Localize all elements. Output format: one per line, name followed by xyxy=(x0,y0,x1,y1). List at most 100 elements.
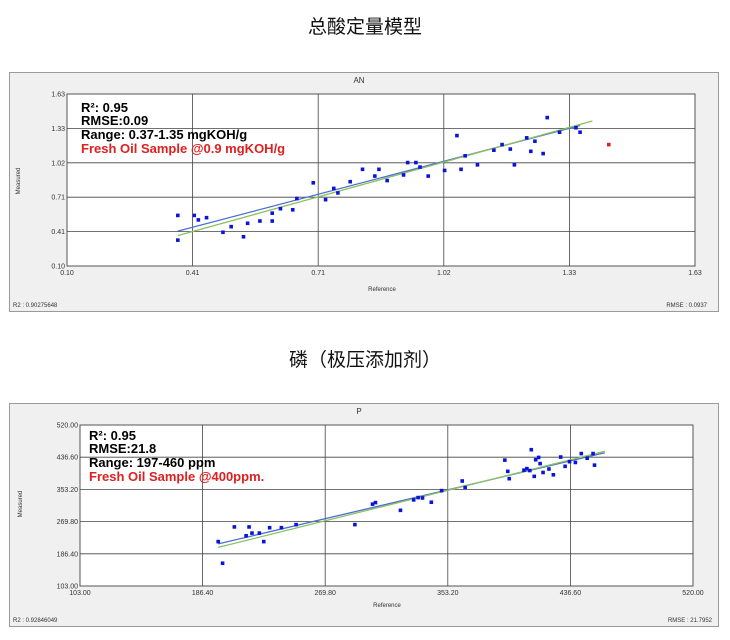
x-tick-label: 0.10 xyxy=(60,270,74,277)
tick-labels: 0.10 0.41 0.71 1.02 1.33 1.63 0.10 0.41 0.71 1.02… xyxy=(51,92,702,278)
stats-fresh-oil: Fresh Oil Sample @0.9 mgKOH/g xyxy=(81,141,285,156)
r2-corner-label: R2 : 0.92846049 xyxy=(13,618,58,624)
data-point xyxy=(551,473,556,477)
data-point xyxy=(385,178,389,183)
data-point xyxy=(500,142,504,147)
x-tick-label: 520.00 xyxy=(682,590,704,597)
data-point xyxy=(591,451,595,456)
data-point xyxy=(574,125,578,130)
data-point xyxy=(229,224,233,229)
data-point xyxy=(331,186,336,191)
data-point xyxy=(370,502,375,506)
x-tick-label: 1.33 xyxy=(563,270,577,277)
data-points xyxy=(176,115,611,242)
data-point xyxy=(267,525,272,530)
data-point xyxy=(176,213,180,218)
chart-title: P xyxy=(356,407,361,416)
data-point xyxy=(463,485,467,490)
chart-panel-p: 103.00 186.40 269.80 353.20 436.60 520.00 103.… xyxy=(9,403,719,627)
x-tick-label: 0.41 xyxy=(186,270,200,277)
data-point xyxy=(439,488,444,493)
data-point xyxy=(558,455,563,459)
y-tick-label: 520.00 xyxy=(57,423,79,430)
data-point xyxy=(442,168,447,173)
x-tick-label: 103.00 xyxy=(69,590,91,597)
data-point xyxy=(528,468,532,473)
data-point xyxy=(512,163,517,167)
stats-r2: R²: 0.95 xyxy=(89,428,136,443)
data-point xyxy=(196,218,201,222)
data-point xyxy=(247,525,251,529)
data-point xyxy=(455,133,459,138)
data-point xyxy=(245,221,250,226)
x-tick-label: 1.63 xyxy=(688,270,702,277)
data-point xyxy=(279,525,284,530)
data-point xyxy=(508,147,513,151)
data-point xyxy=(541,151,545,156)
section-title-acid: 总酸定量模型 xyxy=(307,16,422,38)
data-point xyxy=(418,165,422,169)
data-point xyxy=(323,197,328,202)
y-axis-label: Measured xyxy=(18,491,24,518)
stats-fresh-oil: Fresh Oil Sample @400ppm. xyxy=(89,469,264,484)
y-tick-label: 269.80 xyxy=(57,519,79,526)
data-point xyxy=(463,154,467,158)
stats-range: Range: 197-460 ppm xyxy=(89,455,215,470)
data-point xyxy=(216,539,220,544)
stats-rmse: RMSE:21.8 xyxy=(89,441,156,456)
data-point xyxy=(405,160,410,165)
data-point xyxy=(475,163,480,167)
y-tick-label: 0.41 xyxy=(51,229,65,236)
scatter-chart-p: 103.00 186.40 269.80 353.20 436.60 520.00 103.… xyxy=(13,407,713,624)
data-point xyxy=(290,207,295,212)
data-point xyxy=(592,463,597,467)
data-point xyxy=(507,476,512,481)
data-point xyxy=(578,130,582,135)
y-axis-label: Measured xyxy=(16,168,22,195)
data-point xyxy=(176,238,180,242)
x-tick-label: 1.02 xyxy=(437,270,451,277)
y-tick-label: 1.63 xyxy=(51,92,65,99)
data-point xyxy=(311,181,316,185)
data-point xyxy=(414,160,418,165)
y-tick-label: 1.33 xyxy=(51,126,65,133)
data-point xyxy=(536,455,541,460)
stats-r2: R²: 0.95 xyxy=(81,100,128,115)
data-point xyxy=(401,173,406,177)
data-point xyxy=(258,219,262,223)
data-point xyxy=(459,167,463,172)
section-title-phosphorus: 磷（极压添加剂） xyxy=(288,349,441,371)
data-point xyxy=(336,191,340,195)
data-point xyxy=(538,461,542,466)
stats-rmse: RMSE:0.09 xyxy=(81,113,148,128)
chart-title: AN xyxy=(353,76,364,85)
data-point xyxy=(261,539,266,544)
data-point xyxy=(579,451,584,456)
data-point xyxy=(360,167,365,172)
data-point xyxy=(420,496,425,500)
data-point xyxy=(429,500,434,505)
data-point xyxy=(503,458,507,462)
x-tick-label: 353.20 xyxy=(437,590,459,597)
x-axis-label: Reference xyxy=(373,603,401,609)
data-point xyxy=(295,196,299,201)
data-point xyxy=(232,525,237,529)
x-tick-label: 436.60 xyxy=(560,590,582,597)
tick-labels: 103.00 186.40 269.80 353.20 436.60 520.00 103.… xyxy=(57,423,704,598)
data-point xyxy=(522,468,526,472)
data-point xyxy=(278,206,283,211)
data-point xyxy=(573,460,578,465)
y-tick-label: 353.20 xyxy=(57,487,79,494)
data-point xyxy=(529,149,533,154)
data-point xyxy=(505,469,510,474)
x-tick-label: 186.40 xyxy=(192,590,214,597)
fit-lines xyxy=(177,120,593,237)
data-point xyxy=(377,167,381,172)
data-point xyxy=(557,130,562,135)
data-point xyxy=(221,230,225,235)
data-point xyxy=(567,459,572,464)
data-point xyxy=(563,464,567,469)
data-point xyxy=(585,456,589,461)
r2-corner-label: R2 : 0.90275648 xyxy=(13,303,58,309)
data-point xyxy=(192,213,197,218)
